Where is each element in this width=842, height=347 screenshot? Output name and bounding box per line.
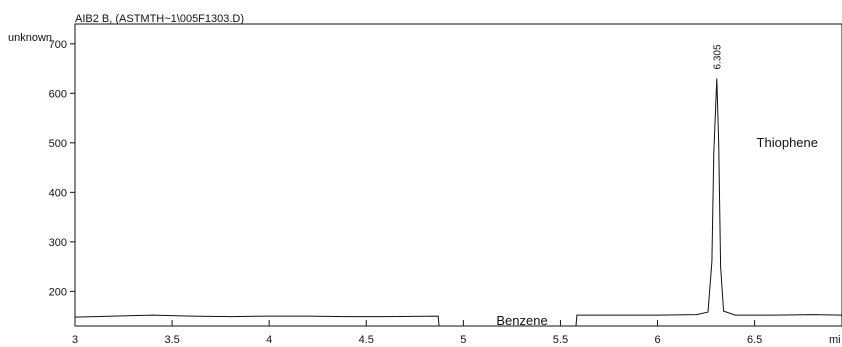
- y-tick-label: 700: [49, 39, 67, 51]
- y-tick-label: 600: [49, 88, 67, 100]
- annotation-thiophene: Thiophene: [757, 135, 818, 150]
- x-tick-label: 4: [266, 334, 272, 346]
- y-axis: 200 300 400 500 600 700: [49, 39, 75, 298]
- x-tick-label: 3.5: [164, 334, 179, 346]
- annotation-6-305: 6.305: [713, 44, 724, 69]
- y-tick-label: 500: [49, 138, 67, 150]
- x-tick-label: 4.5: [359, 334, 374, 346]
- y-tick-label: 400: [49, 187, 67, 199]
- x-tick-label: 6: [654, 334, 660, 346]
- annotation-benzene: Benzene: [496, 313, 547, 328]
- x-tick-label: 5.5: [553, 334, 568, 346]
- chart-title: AIB2 B, (ASTMTH~1\005F1303.D): [75, 13, 244, 25]
- y-tick-label: 300: [49, 237, 67, 249]
- x-axis: 3 3.5 4 4.5 5 5.5 6 6.5: [72, 320, 762, 346]
- x-axis-unit-label: mi: [829, 334, 841, 346]
- y-tick-label: 200: [49, 286, 67, 298]
- annotations: 6.305 Thiophene Benzene: [496, 44, 818, 328]
- series-line: [74, 78, 842, 327]
- plot-frame: [74, 23, 842, 327]
- x-tick-label: 3: [72, 334, 78, 346]
- x-tick-label: 6.5: [747, 334, 762, 346]
- x-tick-label: 5: [460, 334, 466, 346]
- y-axis-label: unknown: [8, 32, 52, 44]
